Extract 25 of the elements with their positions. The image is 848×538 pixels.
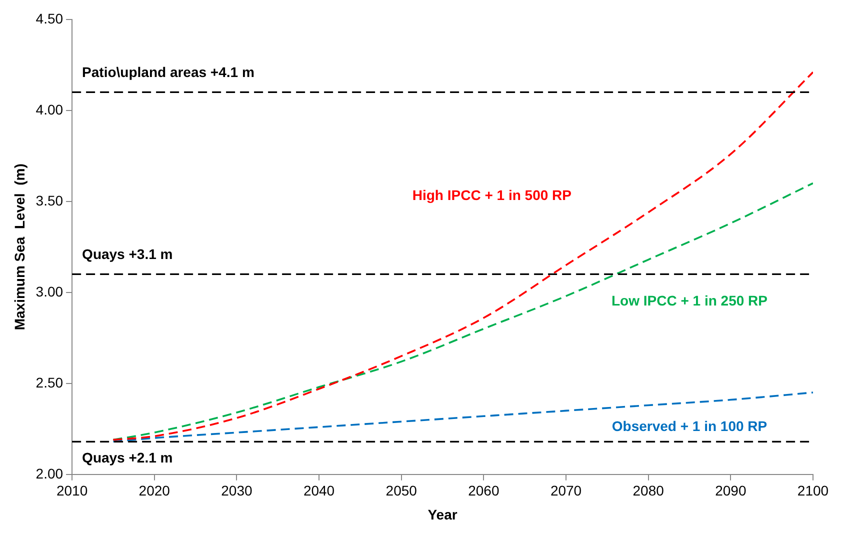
x-tick-label: 2050 <box>386 482 418 499</box>
y-tick-label: 4.50 <box>36 10 64 26</box>
x-tick-label: 2080 <box>632 482 664 499</box>
x-tick-label: 2100 <box>797 482 829 499</box>
y-tick-label: 4.00 <box>36 101 64 118</box>
x-tick-label: 2030 <box>221 482 252 499</box>
line-series <box>112 392 813 443</box>
y-tick-label: 3.50 <box>36 192 64 208</box>
x-tick-label: 2060 <box>468 482 500 499</box>
x-tick-label: 2040 <box>303 482 335 499</box>
ref-line-label: Patio\upland areas +4.1 m <box>82 64 254 80</box>
y-tick-label: 3.00 <box>36 283 64 300</box>
x-tick-label: 2020 <box>138 482 170 499</box>
ref-line-label: Quays +2.1 m <box>82 450 173 466</box>
x-tick-label: 2010 <box>56 482 88 499</box>
y-tick-label: 2.50 <box>36 374 64 390</box>
series-label: Low IPCC + 1 in 250 RP <box>612 292 768 308</box>
ref-line-label: Quays +3.1 m <box>82 246 173 262</box>
x-tick-label: 2070 <box>550 482 582 499</box>
x-tick-label: 2090 <box>715 482 746 499</box>
y-axis-title: Maximum Sea Level (m) <box>11 164 28 330</box>
y-tick-label: 2.00 <box>36 465 64 482</box>
series-label: Observed + 1 in 100 RP <box>612 418 768 434</box>
x-axis-title: Year <box>428 506 458 522</box>
text: High IPCC + 1 in 500 RP <box>412 186 572 203</box>
